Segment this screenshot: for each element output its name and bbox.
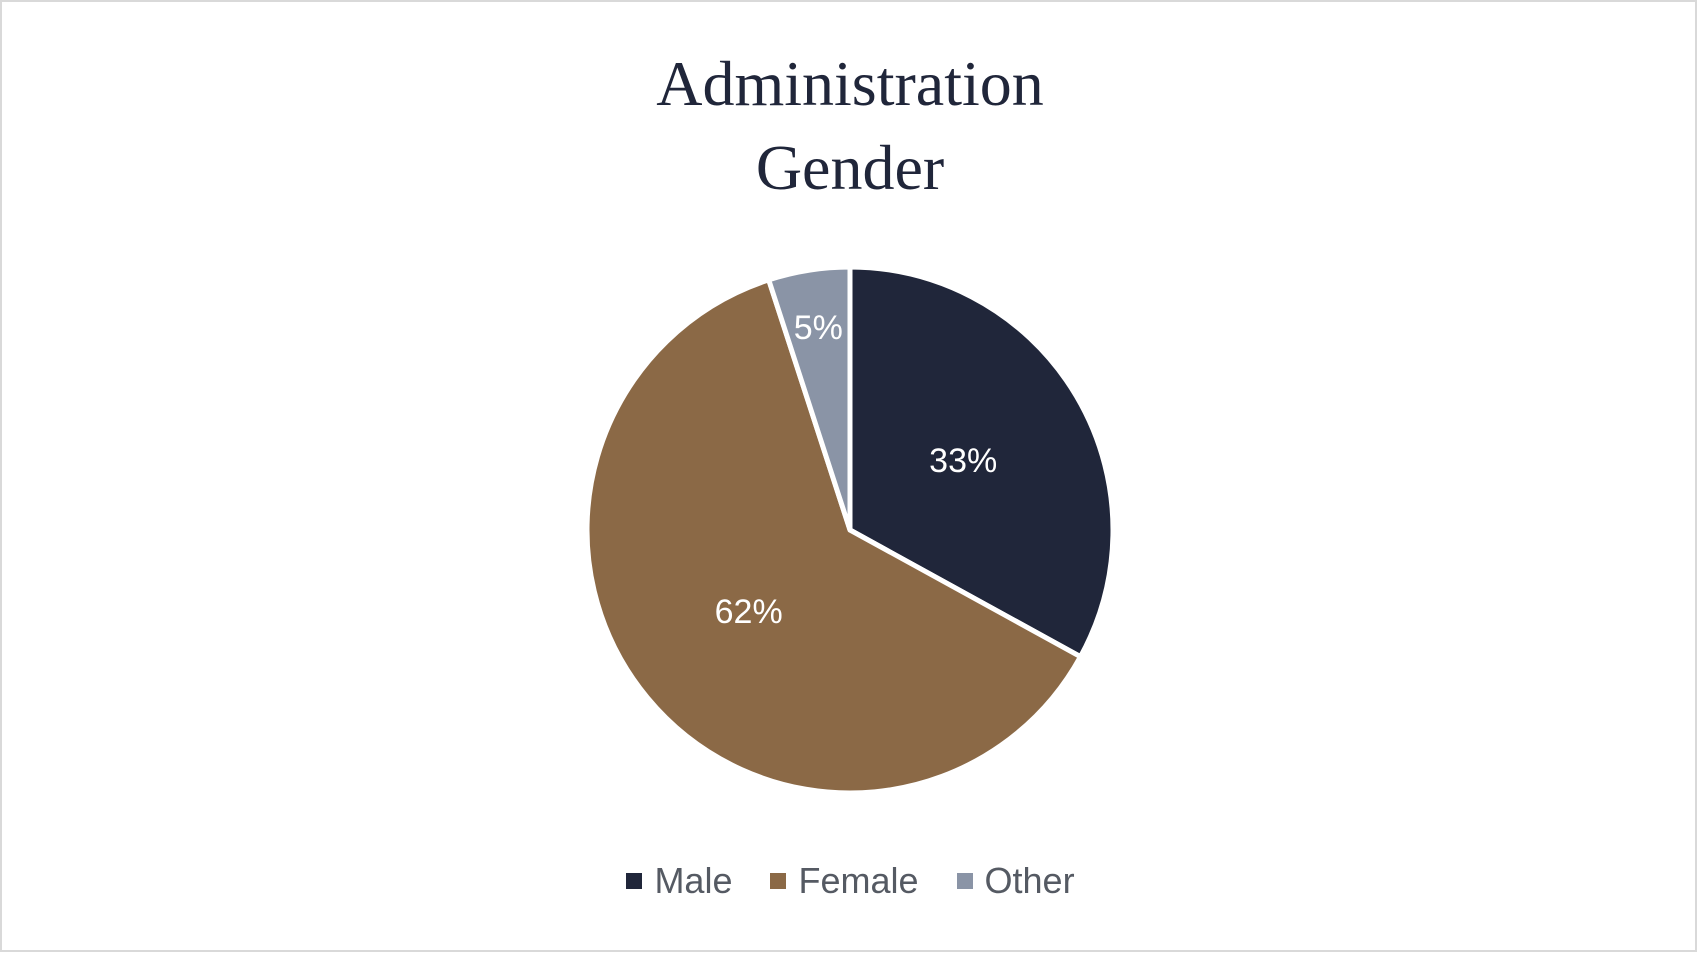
chart-title: Administration Gender (656, 48, 1044, 203)
legend-item: Female (770, 860, 919, 902)
data-label: 62% (715, 593, 783, 631)
legend-swatch (626, 873, 643, 889)
legend-label: Male (654, 860, 733, 901)
legend-item: Other (956, 860, 1075, 902)
data-label: 5% (794, 309, 843, 347)
legend-label: Other (984, 860, 1075, 901)
legend: Male Female Other (2, 860, 1697, 902)
pie-slice (847, 264, 1116, 660)
data-label: 33% (929, 442, 997, 480)
legend-swatch (956, 873, 973, 889)
legend-swatch (770, 873, 787, 889)
legend-item: Male (626, 860, 732, 902)
pie-slice (584, 277, 1083, 796)
legend-label: Female (798, 860, 919, 901)
pie-slice (766, 264, 853, 533)
